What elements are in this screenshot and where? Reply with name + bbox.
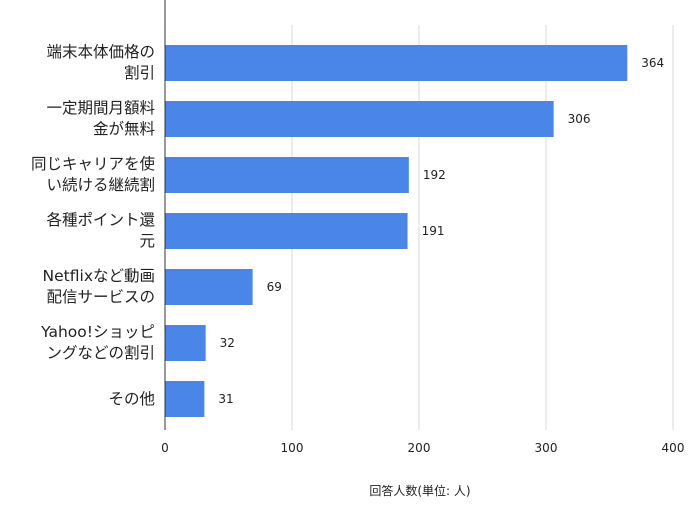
- category-label: 端末本体価格の 割引: [46, 43, 155, 82]
- x-tick-label: 200: [408, 441, 431, 455]
- data-label: 31: [218, 392, 233, 406]
- data-label: 306: [568, 112, 591, 126]
- x-tick-label: 400: [662, 441, 685, 455]
- bar: [165, 269, 253, 305]
- data-label: 364: [641, 56, 664, 70]
- bar: [165, 213, 408, 249]
- category-label: 各種ポイント還 元: [46, 211, 155, 250]
- bar: [165, 381, 205, 417]
- bar: [165, 325, 206, 361]
- category-label: Yahoo!ショッピ ングなどの割引: [41, 323, 155, 362]
- x-tick-label: 100: [281, 441, 304, 455]
- category-label: 一定期間月額料 金が無料: [46, 99, 155, 138]
- bar: [165, 157, 409, 193]
- category-label: その他: [108, 389, 155, 408]
- data-label: 69: [267, 280, 282, 294]
- bar: [165, 45, 628, 81]
- x-tick-label: 300: [535, 441, 558, 455]
- category-label: Netflixなど動画 配信サービスの: [42, 267, 155, 306]
- x-tick-label: 0: [161, 441, 169, 455]
- bar: [165, 101, 554, 137]
- category-label: 同じキャリアを使 い続ける継続割: [30, 155, 155, 194]
- data-label: 191: [422, 224, 445, 238]
- data-label: 32: [220, 336, 235, 350]
- data-label: 192: [423, 168, 446, 182]
- x-axis-label: 回答人数(単位: 人): [369, 484, 471, 498]
